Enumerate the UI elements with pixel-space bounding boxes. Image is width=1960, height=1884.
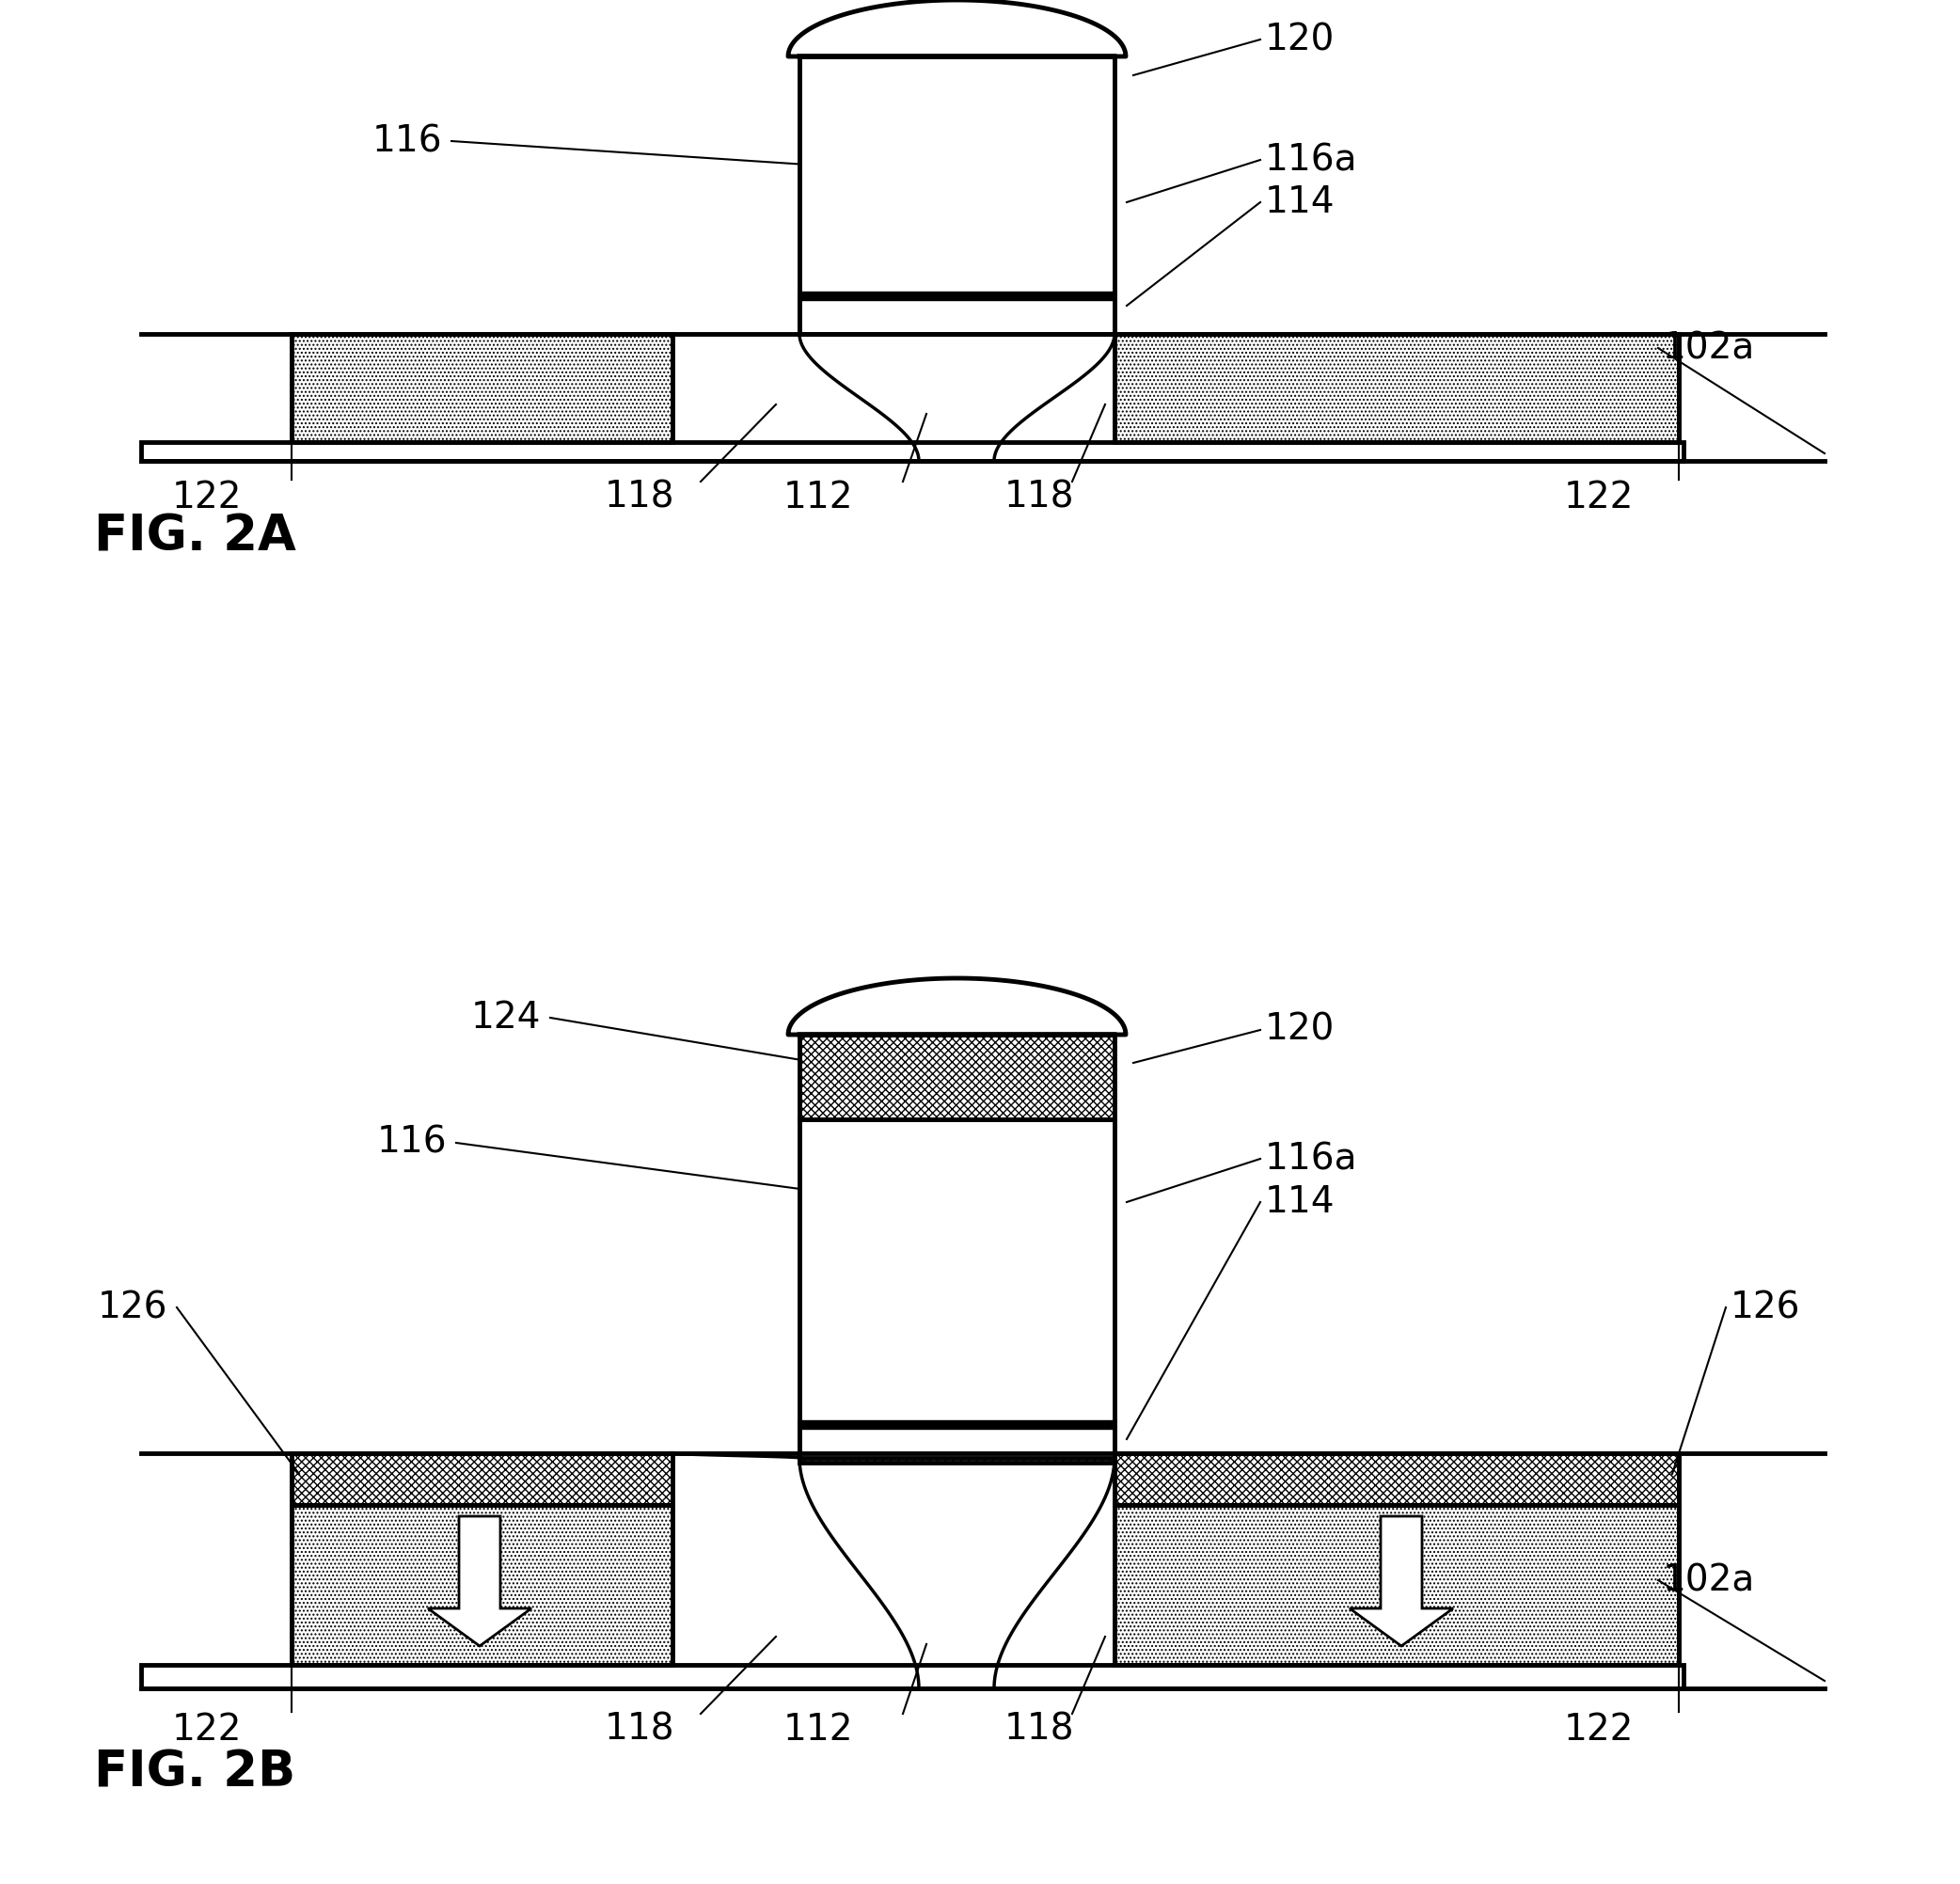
Bar [800,1421,1115,1462]
FancyArrow shape [1350,1517,1452,1647]
Bar [292,1453,672,1505]
Text: 112: 112 [784,1713,853,1748]
Bar [292,333,672,443]
Text: 116a: 116a [1264,1142,1358,1178]
Bar [292,1505,672,1665]
Text: 126: 126 [1731,1289,1801,1324]
Text: 102a: 102a [1662,1562,1756,1598]
Bar [1115,1453,1680,1505]
Bar [141,443,1684,462]
Bar [800,292,1115,333]
Text: 126: 126 [98,1289,167,1324]
Bar [141,1665,1684,1688]
Text: 120: 120 [1264,21,1335,57]
Text: 122: 122 [1564,480,1635,516]
Bar [800,1421,1115,1428]
Text: 116: 116 [376,1125,447,1161]
Text: 118: 118 [1004,1713,1074,1748]
Polygon shape [788,0,1125,57]
Text: FIG. 2A: FIG. 2A [94,512,296,561]
Text: 116: 116 [372,122,443,158]
Bar [800,1119,1115,1458]
Bar [800,292,1115,300]
Text: 118: 118 [604,1713,674,1748]
Bar [1115,333,1680,443]
Text: 122: 122 [172,480,241,516]
Text: 114: 114 [1264,1185,1335,1221]
Text: 122: 122 [1564,1713,1635,1748]
Text: 122: 122 [172,1713,241,1748]
Text: 102a: 102a [1662,330,1756,365]
Bar [800,57,1115,333]
Text: 120: 120 [1264,1012,1335,1048]
Text: FIG. 2B: FIG. 2B [94,1748,296,1797]
Bar [1115,1505,1680,1665]
Text: 118: 118 [604,480,674,516]
Text: 118: 118 [1004,480,1074,516]
Polygon shape [788,978,1125,1034]
Text: 114: 114 [1264,185,1335,220]
Text: 124: 124 [470,1000,541,1036]
Text: 116a: 116a [1264,141,1358,177]
FancyArrow shape [427,1517,531,1647]
Text: 112: 112 [784,480,853,516]
Bar [800,1034,1115,1119]
